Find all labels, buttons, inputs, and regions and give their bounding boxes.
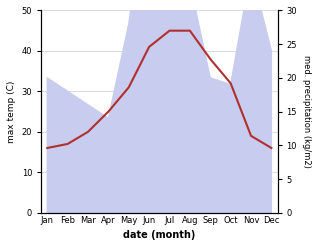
X-axis label: date (month): date (month) [123,230,196,240]
Y-axis label: med. precipitation (kg/m2): med. precipitation (kg/m2) [302,55,311,168]
Y-axis label: max temp (C): max temp (C) [7,80,16,143]
